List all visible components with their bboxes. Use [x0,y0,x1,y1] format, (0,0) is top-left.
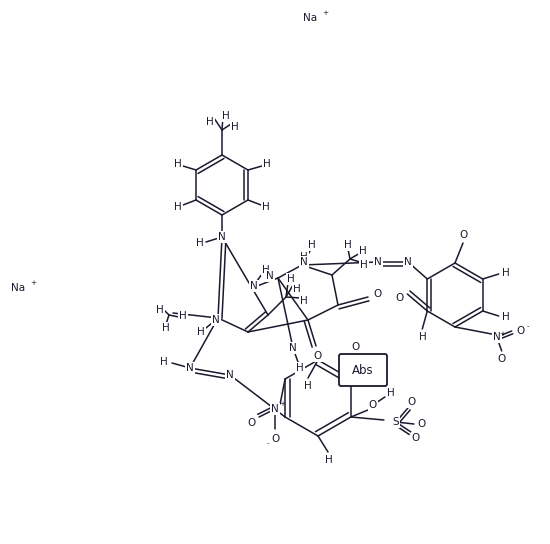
Text: H: H [287,274,295,284]
Text: H: H [359,246,367,256]
Text: O: O [395,293,403,303]
Text: H: H [231,122,239,132]
Text: -: - [267,440,270,446]
Text: +: + [322,10,328,16]
Text: N: N [186,363,194,373]
Text: N: N [250,281,258,291]
Text: H: H [174,159,182,169]
Text: H: H [196,238,204,248]
Text: O: O [352,342,360,352]
Text: +: + [30,280,36,286]
Text: Na: Na [303,13,317,23]
Text: O: O [271,434,279,444]
Text: H: H [296,363,304,373]
Text: H: H [360,260,368,270]
Text: N: N [226,370,234,380]
Text: H: H [387,388,395,398]
Text: O: O [498,354,506,364]
Text: O: O [247,418,255,428]
Text: H: H [325,455,333,465]
Text: H: H [197,327,205,337]
FancyBboxPatch shape [339,354,387,386]
Text: N: N [289,343,297,353]
Text: N: N [404,257,412,267]
Text: N: N [493,332,500,342]
Text: N: N [266,271,274,281]
Text: O: O [412,433,420,443]
Text: H: H [222,111,230,121]
Text: H: H [420,332,427,342]
Text: H: H [502,312,510,322]
Text: N: N [218,232,226,242]
Text: O: O [516,326,525,336]
Text: Na: Na [11,283,25,293]
Text: H: H [344,240,352,250]
Text: +: + [279,401,285,407]
Text: O: O [459,230,467,240]
Text: H: H [304,381,312,391]
Text: H: H [174,202,182,212]
Text: H: H [300,252,308,262]
Text: +: + [499,331,506,337]
Text: N: N [300,257,308,267]
Text: H: H [156,305,164,315]
Text: H: H [300,296,308,306]
Text: O: O [408,397,416,407]
Text: H: H [179,311,187,321]
Text: H: H [162,323,170,333]
Text: H: H [262,265,270,275]
Text: H: H [206,117,214,127]
Text: O: O [314,351,322,361]
Text: O: O [418,419,426,429]
Text: H: H [262,202,270,212]
Text: -: - [526,323,529,329]
Text: N: N [374,257,382,267]
Text: H: H [160,357,168,367]
Text: Abs: Abs [352,363,374,376]
Text: H: H [502,268,510,278]
Text: H: H [293,284,301,294]
Text: N: N [271,404,279,414]
Text: H: H [263,159,271,169]
Text: O: O [374,289,382,299]
Text: H: H [308,240,316,250]
Text: N: N [212,315,220,325]
Text: S: S [393,417,399,427]
Text: O: O [369,400,377,410]
